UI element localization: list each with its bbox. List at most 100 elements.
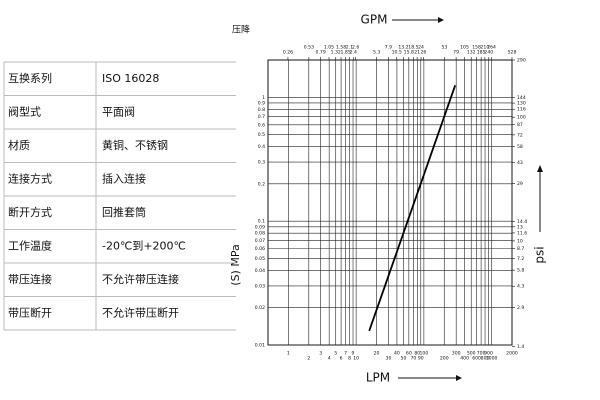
y2-tick-label: 290 [517, 58, 526, 64]
arrow-head [537, 165, 543, 172]
y-tick-label: 0.03 [255, 283, 265, 289]
x2-tick-label: 158 [472, 45, 481, 51]
x2-tick-label: 15.8 [404, 50, 414, 56]
y-tick-label: 0.3 [258, 160, 265, 166]
x2-tick-label: 2.6 [352, 45, 359, 51]
x2-tick-label: 1.58 [336, 45, 346, 51]
x-tick-label: 900 [484, 351, 493, 357]
y-axis-label: (S) MPa [229, 244, 242, 285]
row-value: 插入连接 [102, 171, 146, 185]
x2-tick-label: 10.5 [392, 50, 402, 56]
x2-tick-label: 264 [487, 45, 496, 51]
y-tick-label: 0.9 [258, 100, 265, 106]
row-value: 不允许带压连接 [102, 272, 179, 286]
y-tick-label: 1 [262, 95, 265, 101]
x2-tick-label: 1.32 [331, 50, 341, 56]
x2-tick-label: 13.2 [398, 45, 408, 51]
y2-tick-label: 72 [517, 132, 523, 138]
x2-tick-label: 105 [460, 45, 469, 51]
row-value: 黄铜、不锈钢 [102, 138, 168, 152]
row-value: -20℃到+200℃ [102, 239, 186, 252]
y2-tick-label: 29 [517, 181, 523, 187]
y2-tick-label: 11.6 [517, 230, 527, 236]
x2-tick-label: 79 [453, 50, 459, 56]
x-tick-label: 9 [352, 351, 355, 357]
y2-tick-label: 7.2 [517, 256, 524, 262]
y-tick-label: 0.05 [255, 256, 265, 262]
row-label: 带压断开 [8, 305, 52, 319]
x2-tick-label: 132 [467, 50, 476, 56]
row-label: 材质 [8, 138, 30, 152]
y-tick-label: 0.7 [258, 114, 265, 120]
x2-tick-label: 528 [508, 50, 517, 56]
x-tick-label: 60 [406, 351, 412, 357]
y2-tick-label: 13 [517, 224, 523, 230]
y2-tick-label: 116 [517, 107, 526, 113]
row-value: 不允许带压断开 [102, 305, 179, 319]
y2-tick-label: 43 [517, 160, 523, 166]
x2-axis-label: GPM [361, 13, 388, 27]
x-tick-label: 80 [414, 351, 420, 357]
arrow-head [438, 17, 444, 23]
x-tick-label: 20 [374, 351, 380, 357]
chart-title: 压降 [232, 24, 250, 36]
x2-tick-label: 1.85 [341, 50, 351, 56]
row-label: 连接方式 [8, 171, 52, 185]
x-tick-label: 500 [467, 351, 476, 357]
y2-tick-label: 8.7 [517, 246, 524, 252]
y-tick-label: 0.2 [258, 181, 265, 187]
x-tick-label: 30 [386, 356, 392, 362]
x-tick-label: 4 [328, 356, 331, 362]
y-tick-label: 0.08 [255, 231, 265, 237]
arrow-head [456, 375, 462, 381]
x2-tick-label: 7.9 [385, 45, 392, 51]
x-tick-label: 40 [394, 351, 400, 357]
y-tick-label: 0.4 [258, 144, 265, 150]
x-tick-label: 70 [410, 356, 416, 362]
y-tick-label: 0.1 [258, 219, 265, 225]
x-tick-label: 2 [307, 356, 310, 362]
row-value: 平面阀 [102, 104, 135, 118]
x-tick-label: 3 [319, 351, 322, 357]
y2-tick-label: 4.3 [517, 284, 524, 290]
y2-tick-label: 10 [517, 238, 523, 244]
y-tick-label: 0.07 [255, 238, 265, 244]
y2-tick-label: 1.4 [517, 344, 524, 350]
y-tick-label: 0.6 [258, 122, 265, 128]
x2-tick-label: 0.53 [304, 45, 314, 51]
x2-tick-label: 240 [484, 50, 493, 56]
y-tick-label: 0.01 [255, 343, 265, 349]
y-tick-label: 0.02 [255, 305, 265, 311]
x-tick-label: 50 [401, 356, 407, 362]
x2-tick-label: 2.4 [350, 50, 357, 56]
x-tick-label: 1000 [486, 356, 498, 362]
x2-tick-label: 210 [480, 45, 489, 51]
row-label: 带压连接 [8, 273, 52, 286]
row-value: ISO 16028 [102, 72, 159, 85]
y-tick-label: 0.5 [258, 132, 265, 138]
row-label: 工作温度 [8, 238, 52, 252]
row-label: 互换系列 [8, 71, 52, 85]
x-tick-label: 5 [334, 351, 337, 357]
x-axis-label: LPM [366, 371, 390, 385]
x-tick-label: 100 [419, 351, 428, 357]
x2-tick-label: 21 [414, 50, 420, 56]
row-label: 断开方式 [8, 205, 52, 219]
x-tick-label: 300 [452, 351, 461, 357]
x2-tick-label: 53 [441, 45, 447, 51]
row-value: 回推套筒 [102, 205, 146, 219]
x2-tick-label: 185 [477, 50, 486, 56]
x-tick-label: 10 [353, 356, 359, 362]
y2-tick-label: 100 [517, 115, 526, 121]
x-tick-label: 600 [472, 356, 481, 362]
x-tick-label: 400 [460, 356, 469, 362]
y2-axis-label: psi [533, 246, 547, 263]
x-tick-label: 700 [477, 351, 486, 357]
y-tick-label: 0.06 [255, 246, 265, 252]
x2-tick-label: 2.1 [346, 45, 353, 51]
x2-tick-label: 0.26 [283, 50, 293, 56]
x2-tick-label: 26 [420, 50, 426, 56]
x2-tick-label: 0.79 [316, 50, 326, 56]
y2-tick-label: 5.8 [517, 268, 524, 274]
